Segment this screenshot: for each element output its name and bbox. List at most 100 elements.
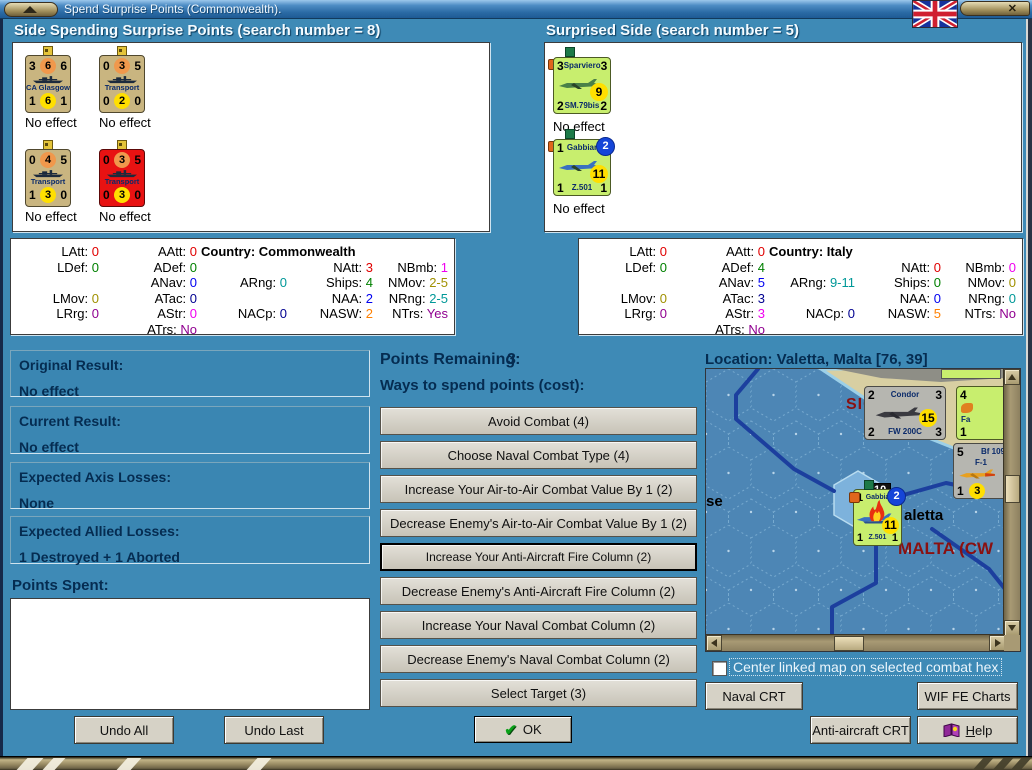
current-result-box: Current Result: No effect <box>10 406 370 455</box>
title-bar: Spend Surprise Points (Commonwealth). ✕ <box>0 0 1032 19</box>
stat-natt: NAtt: 3 <box>333 259 373 275</box>
close-icon: ✕ <box>1007 3 1017 15</box>
surprised-header: Surprised Side (search number = 5) <box>546 22 800 39</box>
altitude-badge: 2 <box>887 487 906 506</box>
partial-counter-right[interactable]: 4 Fa 1 <box>956 386 1005 440</box>
stat-latt: LAtt: 0 <box>629 244 667 259</box>
wif-fe-charts-button[interactable]: WIF FE Charts <box>917 682 1018 710</box>
points-remaining-value: 3 <box>507 351 516 368</box>
map-canvas[interactable]: SICILY MALTA (CW aletta se 4 Fa 1 2Condo… <box>706 369 1005 636</box>
vertical-scroll-thumb[interactable] <box>1005 475 1020 503</box>
help-book-icon <box>943 723 960 737</box>
spend-option-button-0[interactable]: Avoid Combat (4) <box>380 407 697 435</box>
map-counter-condor[interactable]: 2 Condor 3 15 2 FW 200C 3 <box>864 386 946 440</box>
stat-ships: Ships: 4 <box>326 275 373 291</box>
expected-allied-losses-value: 1 Destroyed + 1 Aborted <box>19 549 180 565</box>
stat-naa: NAA: 0 <box>899 290 941 306</box>
stat-astr: AStr: 3 <box>725 306 765 322</box>
spend-option-button-6[interactable]: Increase Your Naval Combat Column (2) <box>380 611 697 639</box>
combat-map[interactable]: SICILY MALTA (CW aletta se 4 Fa 1 2Condo… <box>705 368 1021 652</box>
surprised-units-panel: 3 Sparviero 3 9 2 SM.79bis 2 No effect 2 1 Ga… <box>544 42 1022 232</box>
stat-anav: ANav: 5 <box>718 275 765 291</box>
scroll-left-button[interactable] <box>706 635 722 651</box>
horizontal-scroll-thumb[interactable] <box>834 636 864 651</box>
stat-ldef: LDef: 0 <box>625 259 667 275</box>
spend-option-button-7[interactable]: Decrease Enemy's Naval Combat Column (2) <box>380 645 697 673</box>
center-map-checkbox-label[interactable]: Center linked map on selected combat hex <box>729 658 1003 676</box>
stat-astr: AStr: 0 <box>157 306 197 322</box>
stat-atac: ATac: 0 <box>154 290 197 306</box>
window-menu-button[interactable] <box>4 2 58 17</box>
help-label: elp <box>975 722 993 738</box>
spend-option-button-1[interactable]: Choose Naval Combat Type (4) <box>380 441 697 469</box>
map-horizontal-scrollbar[interactable] <box>706 634 1005 651</box>
spend-option-button-8[interactable]: Select Target (3) <box>380 679 697 707</box>
bf109-plane-icon <box>959 469 995 479</box>
stat-country: Country: Italy <box>769 244 853 259</box>
unit-counter-sparviero[interactable]: 3 Sparviero 3 9 2 SM.79bis 2 No effect <box>548 47 611 134</box>
expected-allied-losses-title: Expected Allied Losses: <box>19 523 180 539</box>
naval-crt-button[interactable]: Naval CRT <box>705 682 803 710</box>
fire-icon <box>869 500 885 522</box>
check-icon: ✔ <box>504 721 517 739</box>
stat-lrrg: LRrg: 0 <box>56 306 99 322</box>
undo-all-button[interactable]: Undo All <box>74 716 174 744</box>
stat-atrs: ATrs: No <box>715 321 765 337</box>
stat-arng: ARng: 9-11 <box>790 275 855 291</box>
map-counter-gabbiano[interactable]: 2 1 Gabbiano 11 1 Z.501 1 <box>849 480 906 546</box>
orange-marker-icon <box>849 492 860 503</box>
partial-counter-top[interactable] <box>941 369 1001 379</box>
points-spent-list[interactable] <box>10 598 370 710</box>
current-result-title: Current Result: <box>19 413 121 429</box>
stat-country: Country: Commonwealth <box>201 244 356 259</box>
scroll-right-button[interactable] <box>989 635 1005 651</box>
ways-to-spend-label: Ways to spend points (cost): <box>380 377 585 394</box>
spend-option-button-2[interactable]: Increase Your Air-to-Air Combat Value By… <box>380 475 697 503</box>
anti-aircraft-crt-button[interactable]: Anti-aircraft CRT <box>810 716 911 744</box>
scroll-down-button[interactable] <box>1004 620 1020 636</box>
stat-nrng: NRng: 2-5 <box>388 290 448 306</box>
unit-counter-gabbiano[interactable]: 2 1 Gabbiano 11 1 Z.501 1 No effect <box>548 129 615 216</box>
stat-adef: ADef: 4 <box>721 259 765 275</box>
original-result-title: Original Result: <box>19 357 124 373</box>
stat-anav: ANav: 0 <box>150 275 197 291</box>
undo-last-button[interactable]: Undo Last <box>224 716 324 744</box>
map-vertical-scrollbar[interactable] <box>1003 369 1020 636</box>
green-marker-icon <box>864 480 874 490</box>
stat-nmov: NMov: 0 <box>967 275 1016 291</box>
spend-option-button-3[interactable]: Decrease Enemy's Air-to-Air Combat Value… <box>380 509 697 537</box>
stat-aatt: AAtt: 0 <box>725 244 765 259</box>
stat-nmov: NMov: 2-5 <box>388 275 448 291</box>
ok-label: OK <box>522 722 542 737</box>
close-button[interactable]: ✕ <box>960 1 1030 16</box>
altitude-badge: 2 <box>596 137 615 156</box>
ok-button[interactable]: ✔ OK <box>474 716 572 743</box>
stat-nasw: NASW: 2 <box>319 306 373 322</box>
malta-label: MALTA (CW <box>898 539 994 558</box>
triangle-icon <box>23 6 37 13</box>
scroll-up-button[interactable] <box>1004 369 1020 385</box>
stat-nbmb: NBmb: 1 <box>397 259 448 275</box>
original-result-box: Original Result: No effect <box>10 350 370 399</box>
stat-ldef: LDef: 0 <box>57 259 99 275</box>
stat-arng: ARng: 0 <box>240 275 287 291</box>
spend-option-button-5[interactable]: Decrease Enemy's Anti-Aircraft Fire Colu… <box>380 577 697 605</box>
spend-option-button-4[interactable]: Increase Your Anti-Aircraft Fire Column … <box>380 543 697 571</box>
points-remaining-label: Points Remaining: <box>380 351 521 368</box>
stat-latt: LAtt: 0 <box>61 244 99 259</box>
stat-nacp: NACp: 0 <box>237 306 287 322</box>
center-map-checkbox[interactable] <box>712 661 727 676</box>
green-marker-icon <box>565 47 575 57</box>
original-result-value: No effect <box>19 383 79 399</box>
expected-axis-losses-value: None <box>19 495 54 511</box>
stat-natt: NAtt: 0 <box>901 259 941 275</box>
sea-area-label: se <box>706 493 723 510</box>
